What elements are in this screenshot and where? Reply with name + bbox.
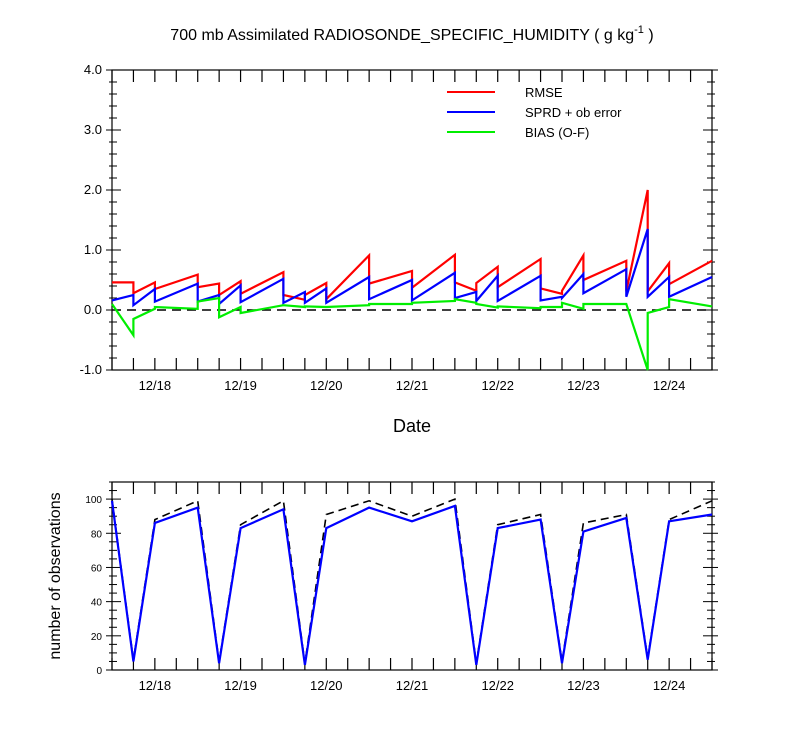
legend-label: BIAS (O-F) [525, 125, 589, 140]
x-axis-label: Date [393, 416, 431, 436]
chart-title-main: 700 mb Assimilated RADIOSONDE_SPECIFIC_H… [170, 27, 634, 44]
y-tick-label: -1.0 [80, 362, 102, 377]
y-tick-label: 20 [91, 632, 103, 643]
series-line-possible [111, 497, 713, 664]
y-tick-label: 0 [96, 666, 102, 677]
x-tick-label: 12/19 [224, 378, 257, 393]
y-tick-label: 100 [85, 495, 102, 506]
x-tick-label: 12/20 [310, 378, 343, 393]
x-tick-label: 12/20 [310, 678, 343, 693]
bottom-chart: 12/18 12/19 12/20 12/21 12/22 12/23 12/24 0 20 40… [47, 481, 718, 693]
plot-frame [111, 69, 713, 371]
top-chart: 12/18 12/19 12/20 12/21 12/22 12/23 12/24 -1.0 0… [80, 62, 718, 436]
x-tick-label: 12/24 [653, 378, 686, 393]
x-tick-label: 12/19 [224, 678, 257, 693]
y-tick-label: 2.0 [84, 182, 102, 197]
x-tick-label: 12/23 [567, 378, 600, 393]
y-tick-label: 1.0 [84, 242, 102, 257]
chart-title-sup: -1 [634, 24, 644, 36]
x-tick-label: 12/24 [653, 678, 686, 693]
y-tick-label: 60 [91, 563, 103, 574]
series-line-sprd-ob-error [111, 228, 713, 308]
y-tick-label: 4.0 [84, 62, 102, 77]
series-line-bias-o-f [111, 296, 713, 371]
plot-frame [111, 481, 713, 671]
legend-label: RMSE [525, 85, 563, 100]
x-tick-label: 12/21 [396, 678, 429, 693]
y-tick-label: 3.0 [84, 122, 102, 137]
y-tick-label: 40 [91, 598, 103, 609]
y-axis-label: number of observations [47, 492, 64, 659]
y-tick-label: 0.0 [84, 302, 102, 317]
legend-label: SPRD + ob error [525, 105, 622, 120]
x-tick-label: 12/22 [481, 678, 514, 693]
x-tick-label: 12/18 [139, 678, 172, 693]
x-tick-label: 12/21 [396, 378, 429, 393]
x-tick-label: 12/23 [567, 678, 600, 693]
series-line-used [110, 500, 713, 666]
chart-title: 700 mb Assimilated RADIOSONDE_SPECIFIC_H… [170, 24, 653, 44]
x-tick-label: 12/18 [139, 378, 172, 393]
y-tick-label: 80 [91, 529, 103, 540]
chart-title-end: ) [644, 27, 654, 44]
x-tick-label: 12/22 [481, 378, 514, 393]
